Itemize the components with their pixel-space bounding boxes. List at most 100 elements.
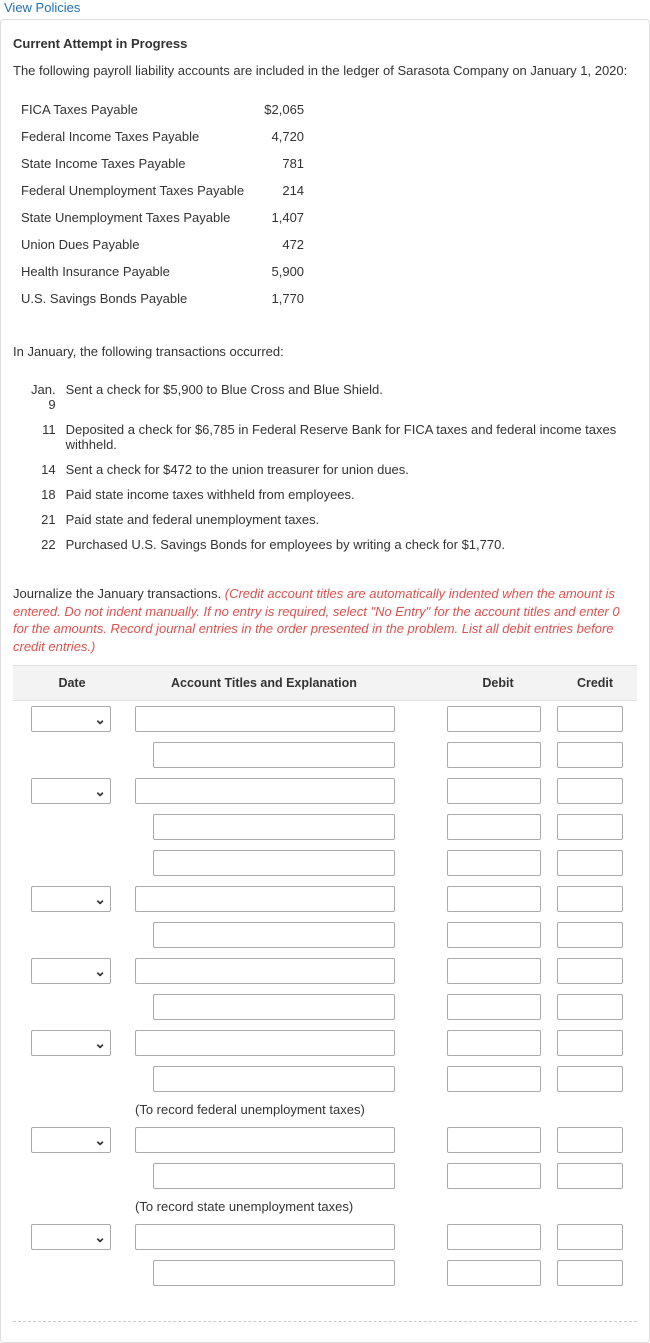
debit-input[interactable] bbox=[447, 814, 541, 840]
debit-input[interactable] bbox=[447, 778, 541, 804]
liability-label: FICA Taxes Payable bbox=[21, 96, 256, 123]
credit-input[interactable] bbox=[557, 1260, 623, 1286]
debit-input[interactable] bbox=[447, 922, 541, 948]
account-title-input[interactable] bbox=[135, 958, 395, 984]
debit-input[interactable] bbox=[447, 958, 541, 984]
credit-input[interactable] bbox=[557, 1127, 623, 1153]
account-title-input[interactable] bbox=[153, 814, 395, 840]
liability-table: FICA Taxes Payable$2,065Federal Income T… bbox=[21, 96, 316, 312]
date-select[interactable]: ⌄ bbox=[31, 1224, 111, 1250]
account-title-input[interactable] bbox=[135, 1127, 395, 1153]
transaction-text: Sent a check for $5,900 to Blue Cross an… bbox=[66, 377, 637, 417]
credit-input[interactable] bbox=[557, 1224, 623, 1250]
transaction-text: Sent a check for $472 to the union treas… bbox=[66, 457, 637, 482]
journal-row: ⌄ bbox=[13, 881, 637, 917]
account-title-input[interactable] bbox=[153, 850, 395, 876]
col-header-credit: Credit bbox=[553, 666, 637, 701]
account-title-input[interactable] bbox=[135, 886, 395, 912]
entry-note: (To record federal unemployment taxes) bbox=[131, 1097, 637, 1122]
date-select[interactable]: ⌄ bbox=[31, 1127, 111, 1153]
liability-row: State Income Taxes Payable781 bbox=[21, 150, 316, 177]
debit-input[interactable] bbox=[447, 850, 541, 876]
date-select[interactable]: ⌄ bbox=[31, 706, 111, 732]
chevron-down-icon: ⌄ bbox=[94, 964, 106, 978]
account-title-input[interactable] bbox=[135, 778, 395, 804]
debit-input[interactable] bbox=[447, 1224, 541, 1250]
liability-amount: 1,770 bbox=[256, 285, 316, 312]
credit-input[interactable] bbox=[557, 1030, 623, 1056]
journal-row bbox=[13, 809, 637, 845]
credit-input[interactable] bbox=[557, 886, 623, 912]
intro-text: The following payroll liability accounts… bbox=[13, 63, 637, 78]
journal-row: ⌄ bbox=[13, 701, 637, 738]
journal-row bbox=[13, 1061, 637, 1097]
transaction-date: 11 bbox=[21, 417, 66, 457]
credit-input[interactable] bbox=[557, 850, 623, 876]
journal-row bbox=[13, 1255, 637, 1291]
date-select[interactable]: ⌄ bbox=[31, 886, 111, 912]
transaction-date: Jan. 9 bbox=[21, 377, 66, 417]
liability-amount: $2,065 bbox=[256, 96, 316, 123]
credit-input[interactable] bbox=[557, 1066, 623, 1092]
credit-input[interactable] bbox=[557, 742, 623, 768]
transaction-row: 21Paid state and federal unemployment ta… bbox=[21, 507, 637, 532]
credit-input[interactable] bbox=[557, 958, 623, 984]
account-title-input[interactable] bbox=[153, 742, 395, 768]
chevron-down-icon: ⌄ bbox=[94, 712, 106, 726]
account-title-input[interactable] bbox=[153, 1260, 395, 1286]
account-title-input[interactable] bbox=[135, 706, 395, 732]
entry-note-row: (To record state unemployment taxes) bbox=[13, 1194, 637, 1219]
debit-input[interactable] bbox=[447, 1066, 541, 1092]
debit-input[interactable] bbox=[447, 886, 541, 912]
account-title-input[interactable] bbox=[135, 1224, 395, 1250]
debit-input[interactable] bbox=[447, 706, 541, 732]
debit-input[interactable] bbox=[447, 994, 541, 1020]
liability-row: FICA Taxes Payable$2,065 bbox=[21, 96, 316, 123]
liability-label: Federal Income Taxes Payable bbox=[21, 123, 256, 150]
liability-row: Health Insurance Payable5,900 bbox=[21, 258, 316, 285]
transaction-text: Purchased U.S. Savings Bonds for employe… bbox=[66, 532, 637, 557]
liability-row: Federal Unemployment Taxes Payable214 bbox=[21, 177, 316, 204]
account-title-input[interactable] bbox=[153, 1163, 395, 1189]
transaction-text: Paid state income taxes withheld from em… bbox=[66, 482, 637, 507]
account-title-input[interactable] bbox=[153, 994, 395, 1020]
liability-amount: 781 bbox=[256, 150, 316, 177]
date-select[interactable]: ⌄ bbox=[31, 958, 111, 984]
credit-input[interactable] bbox=[557, 814, 623, 840]
debit-input[interactable] bbox=[447, 1260, 541, 1286]
date-select[interactable]: ⌄ bbox=[31, 778, 111, 804]
transaction-text: Deposited a check for $6,785 in Federal … bbox=[66, 417, 637, 457]
debit-input[interactable] bbox=[447, 1163, 541, 1189]
credit-input[interactable] bbox=[557, 778, 623, 804]
instr-lead: Journalize the January transactions. bbox=[13, 586, 225, 601]
liability-row: U.S. Savings Bonds Payable1,770 bbox=[21, 285, 316, 312]
credit-input[interactable] bbox=[557, 1163, 623, 1189]
transaction-date: 22 bbox=[21, 532, 66, 557]
credit-input[interactable] bbox=[557, 922, 623, 948]
transaction-row: 18Paid state income taxes withheld from … bbox=[21, 482, 637, 507]
view-policies-link[interactable]: View Policies bbox=[4, 0, 80, 15]
account-title-input[interactable] bbox=[135, 1030, 395, 1056]
liability-amount: 214 bbox=[256, 177, 316, 204]
liability-amount: 5,900 bbox=[256, 258, 316, 285]
journal-row bbox=[13, 1158, 637, 1194]
transaction-date: 21 bbox=[21, 507, 66, 532]
account-title-input[interactable] bbox=[153, 1066, 395, 1092]
col-header-debit: Debit bbox=[443, 666, 553, 701]
debit-input[interactable] bbox=[447, 1030, 541, 1056]
credit-input[interactable] bbox=[557, 994, 623, 1020]
col-header-acct: Account Titles and Explanation bbox=[131, 666, 443, 701]
credit-input[interactable] bbox=[557, 706, 623, 732]
journal-entry-table: Date Account Titles and Explanation Debi… bbox=[13, 665, 637, 1291]
journalize-instructions: Journalize the January transactions. (Cr… bbox=[13, 585, 637, 655]
journal-row: ⌄ bbox=[13, 953, 637, 989]
footer-divider bbox=[13, 1321, 637, 1322]
journal-row: ⌄ bbox=[13, 1219, 637, 1255]
transaction-row: 14Sent a check for $472 to the union tre… bbox=[21, 457, 637, 482]
account-title-input[interactable] bbox=[153, 922, 395, 948]
entry-note-row: (To record federal unemployment taxes) bbox=[13, 1097, 637, 1122]
debit-input[interactable] bbox=[447, 1127, 541, 1153]
date-select[interactable]: ⌄ bbox=[31, 1030, 111, 1056]
journal-row: ⌄ bbox=[13, 1122, 637, 1158]
debit-input[interactable] bbox=[447, 742, 541, 768]
